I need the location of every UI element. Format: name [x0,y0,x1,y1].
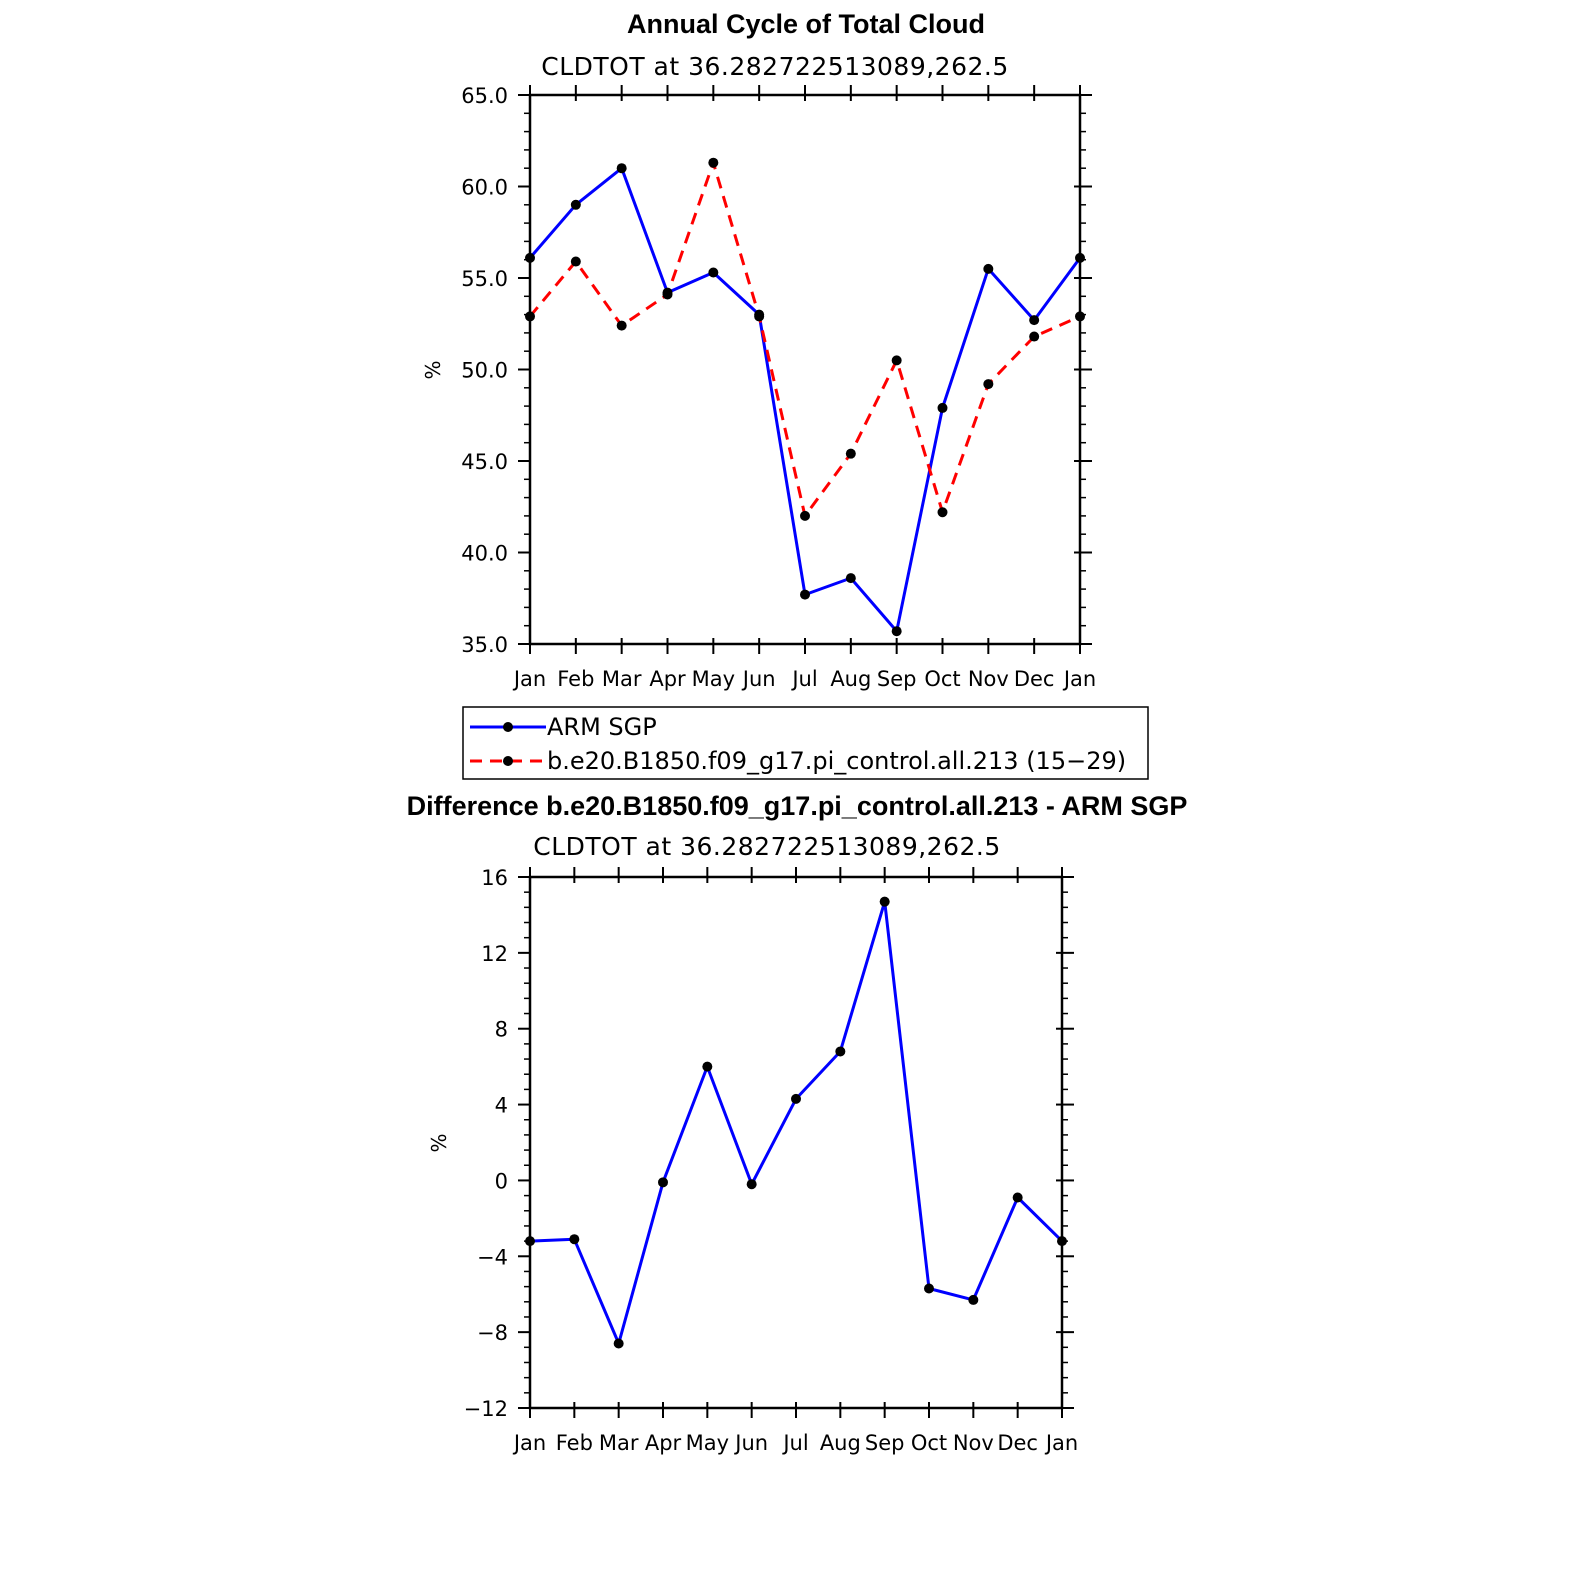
chart1-series-1-point [662,289,673,300]
chart1-series-0-point [800,589,810,600]
chart2-xtick-label: Mar [599,1431,639,1455]
chart1-series-1-point [845,448,856,459]
chart2-series-0-point [835,1046,846,1057]
chart2-xtick-label: May [686,1431,729,1455]
chart1-ylabel: % [421,360,445,379]
chart2-xtick-label: Nov [953,1431,994,1455]
chart1-series-1-point [616,320,627,331]
chart1-series-1-line [528,161,1081,518]
chart1-series-0-point [983,263,994,274]
chart1-series-0-point [1075,252,1085,263]
chart1-series-0-point [891,626,902,637]
chart2-ytick-label: 8 [495,1018,508,1042]
chart1-ytick-label: 35.0 [461,633,508,657]
chart2-xtick-label: Dec [997,1431,1038,1455]
legend-marker-model [503,756,513,766]
chart2-series-0-point [1012,1192,1023,1203]
chart2-xtick-label: Aug [820,1431,861,1455]
chart1-plot: Jan Feb Mar Apr May Jun Jul Aug Sep Oct Nov Dec Jan3… [461,84,1096,691]
chart1-series-0-point [937,402,948,413]
chart1-xtick-label: Jan [512,667,546,691]
chart1-xtick-label: Aug [830,667,871,691]
chart1-xtick-label: Jun [741,667,776,691]
chart2-xtick-label: Jan [512,1431,546,1455]
chart2-xtick-label: Jun [733,1431,768,1455]
chart2-subtitle: CLDTOT at 36.282722513089,262.5 [533,832,1001,861]
chart1-series-1-point [891,355,902,366]
chart2-plot: Jan Feb Mar Apr May Jun Jul Aug Sep Oct Nov Dec Jan−… [464,866,1079,1455]
chart2-xtick-label: Sep [865,1431,905,1455]
chart1-xtick-label: Oct [924,667,960,691]
chart2-series-0-point [658,1177,668,1188]
chart1-xtick-label: Feb [557,667,594,691]
legend-label-arm-sgp: ARM SGP [547,713,657,741]
chart1-series-0-point [1029,315,1040,326]
chart2-ytick-label: −12 [464,1397,508,1421]
chart2-title: Difference b.e20.B1850.f09_g17.pi_contro… [407,791,1188,821]
chart2-series-0-line [529,900,1064,1345]
legend-box [462,706,1149,780]
chart1-series-1-point [754,311,765,322]
chart1-xtick-label: Mar [602,667,642,691]
chart2-ytick-label: −8 [477,1321,508,1345]
chart2-ytick-label: 16 [481,866,508,890]
chart2-series-0-point [613,1338,624,1349]
chart2-xtick-label: Jan [1044,1431,1078,1455]
chart2-ytick-label: 4 [495,1094,508,1118]
chart1-xtick-label: Sep [877,667,917,691]
chart2-frame [528,875,1064,1410]
chart2-ytick-label: −4 [477,1245,508,1269]
chart2-series-0-point [879,896,890,907]
chart1-series-1-point [800,510,810,521]
chart2-series-0-point [525,1236,535,1247]
chart1-xtick-label: Apr [649,667,686,691]
chart1-xtick-label: Dec [1014,667,1055,691]
chart1-ytick-label: 65.0 [461,84,508,108]
chart1-series-0-point [616,163,627,174]
chart1-series-0-point [845,573,856,584]
chart1-ytick-label: 40.0 [461,542,508,566]
legend: ARM SGP b.e20.B1850.f09_g17.pi_control.a… [462,706,1149,780]
chart1-series-0-point [570,199,581,210]
chart1-series-0-point [525,252,535,263]
chart2-ylabel: % [427,1133,451,1152]
chart1-xtick-label: May [692,667,735,691]
chart2-xtick-label: Apr [645,1431,682,1455]
chart1-series-1-point [937,507,948,518]
chart1-series-1-point [1029,331,1040,342]
chart1-xtick-label: Nov [968,667,1009,691]
chart1-ytick-label: 55.0 [461,267,508,291]
chart2-series-0-point [746,1179,757,1190]
chart2-series-0-point [1057,1236,1067,1247]
chart1-ytick-label: 45.0 [461,450,508,474]
chart1-ytick-label: 50.0 [461,359,508,383]
chart1-xtick-label: Jul [790,667,817,691]
chart1-subtitle: CLDTOT at 36.282722513089,262.5 [541,52,1009,81]
chart2-ytick-label: 12 [481,942,508,966]
legend-marker-arm-sgp [503,722,513,732]
chart1-series-1-point [570,256,581,267]
chart1-xtick-label: Jan [1062,667,1096,691]
chart2-xtick-label: Oct [911,1431,947,1455]
chart2-series-0-point [968,1294,979,1305]
chart2-series-0-point [791,1093,801,1104]
chart1-series-0-point [708,267,719,278]
chart1-series-1-point [983,379,994,390]
chart2-ytick-label: 0 [495,1169,508,1193]
chart1-series-0-line [528,166,1082,633]
chart1-series-1-point [525,311,535,322]
chart1-title: Annual Cycle of Total Cloud [627,9,985,39]
chart2-xtick-label: Jul [781,1431,808,1455]
legend-label-model: b.e20.B1850.f09_g17.pi_control.all.213 (… [547,747,1126,775]
chart2-series-0-point [569,1234,580,1245]
chart1-ytick-label: 60.0 [461,176,508,200]
chart2-xtick-label: Feb [556,1431,593,1455]
chart1-series-1-point [708,157,719,168]
chart2-series-0-point [702,1061,713,1072]
chart1-series-1-point [1075,311,1085,322]
chart2-series-0-point [924,1283,934,1294]
